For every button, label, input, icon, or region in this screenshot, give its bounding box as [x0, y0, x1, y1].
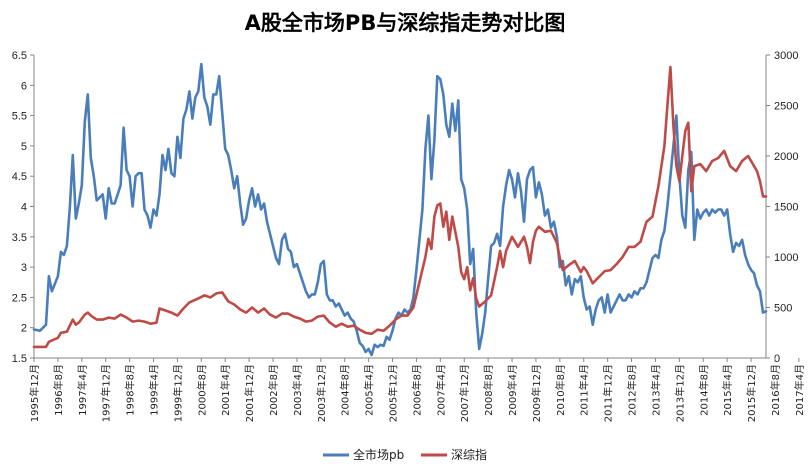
x-axis-tick-label: 2011年4月	[578, 364, 591, 416]
x-axis-tick-label: 1995年12月	[28, 364, 41, 422]
series-pb-line	[32, 62, 768, 357]
right-axis-tick-label: 2500	[774, 101, 798, 113]
x-axis-tick-label: 2015年12月	[745, 364, 758, 422]
left-axis-tick-label: 5.5	[12, 111, 27, 123]
x-axis-tick-label: 2001年12月	[243, 364, 256, 422]
x-axis-tick-label: 2005年12月	[387, 364, 400, 422]
left-axis-tick-label: 4.5	[12, 171, 27, 183]
x-axis-tick-label: 1996年8月	[52, 364, 65, 416]
x-axis-tick-label: 1997年4月	[76, 364, 89, 416]
x-axis-tick-label: 1997年12月	[100, 364, 113, 422]
axes: 1.5 2 2.5 3 3.5 4 4.5 5 5.5 6 6.5 0 500 1000 1500 2000 2…	[12, 50, 806, 422]
left-axis-tick-label: 3.5	[12, 232, 27, 244]
x-axis-tick-label: 2013年4月	[649, 364, 662, 416]
series-layer	[32, 62, 768, 357]
x-axis-tick-label: 2009年12月	[530, 364, 543, 422]
left-axis-tick-label: 2	[21, 323, 27, 335]
chart-title: A股全市场PB与深综指走势对比图	[245, 11, 566, 35]
x-axis-tick-label: 2014年8月	[697, 364, 710, 416]
left-axis-tick-label: 4	[21, 202, 27, 214]
left-axis-tick-label: 5	[21, 141, 27, 153]
right-axis-tick-label: 500	[774, 303, 792, 315]
x-axis-tick-label: 1998年8月	[124, 364, 137, 416]
left-axis-tick-label: 6	[21, 80, 27, 92]
x-axis-tick-label: 2006年8月	[410, 364, 423, 416]
legend: 全市场pb 深综指	[323, 447, 487, 462]
x-axis-tick-label: 2016年8月	[769, 364, 782, 416]
right-axis-tick-label: 1500	[774, 202, 798, 214]
right-axis-tick-label: 1000	[774, 252, 798, 264]
x-axis-tick-label: 1999年12月	[171, 364, 184, 422]
right-axis-tick-label: 0	[774, 353, 780, 365]
x-axis-tick-label: 2003年4月	[291, 364, 304, 416]
x-axis-tick-label: 2011年12月	[602, 364, 615, 422]
x-axis-tick-label: 2012年8月	[626, 364, 639, 416]
left-axis-tick-label: 1.5	[12, 353, 27, 365]
x-axis-tick-label: 2002年8月	[267, 364, 280, 416]
x-axis-tick-label: 2010年8月	[554, 364, 567, 416]
left-axis-tick-label: 6.5	[12, 50, 27, 62]
x-axis-tick-label: 2005年4月	[363, 364, 376, 416]
legend-index-label: 深综指	[451, 447, 487, 462]
x-axis-tick-label: 2000年8月	[195, 364, 208, 416]
x-axis-tick-label: 2015年4月	[721, 364, 734, 416]
x-axis-tick-label: 2013年12月	[673, 364, 686, 422]
right-axis-tick-label: 2000	[774, 151, 798, 163]
legend-pb-label: 全市场pb	[353, 447, 404, 462]
x-axis-tick-label: 2003年12月	[315, 364, 328, 422]
right-axis-tick-label: 3000	[774, 50, 798, 62]
x-axis-tick-label: 2007年4月	[434, 364, 447, 416]
x-axis-tick-label: 2008年8月	[482, 364, 495, 416]
x-axis-tick-label: 2001年4月	[219, 364, 232, 416]
x-axis-tick-label: 2007年12月	[458, 364, 471, 422]
x-axis-tick-label: 1999年4月	[148, 364, 161, 416]
left-axis-tick-label: 2.5	[12, 292, 27, 304]
left-axis-tick-label: 3	[21, 262, 27, 274]
x-axis-tick-label: 2004年8月	[339, 364, 352, 416]
x-axis-tick-label: 2017年4月	[793, 364, 806, 416]
series-index-line	[32, 65, 768, 349]
x-axis-tick-label: 2009年4月	[506, 364, 519, 416]
